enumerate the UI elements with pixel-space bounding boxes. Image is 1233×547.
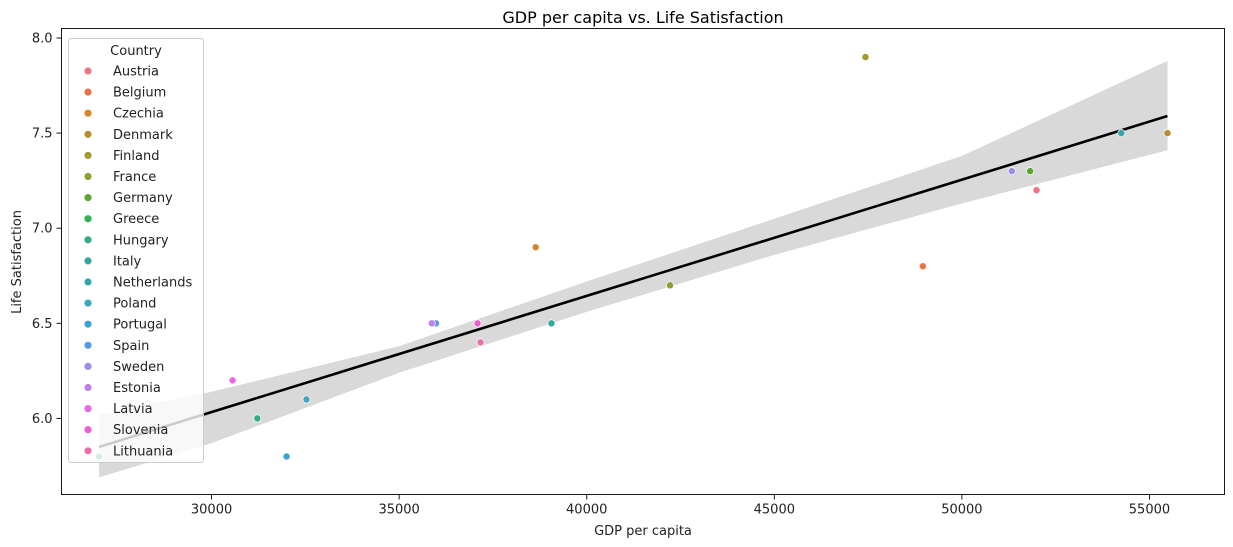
data-point [302,395,311,404]
legend-marker [84,426,92,434]
legend-label: Austria [113,65,159,80]
legend-label: Sweden [113,360,164,375]
x-axis-ticks: 30000 35000 40000 45000 50000 55000 [191,494,1170,518]
legend-marker [84,362,92,370]
legend-frame [68,38,204,463]
y-tick-label: 6.5 [32,317,53,332]
data-point [1163,129,1172,138]
legend-label: France [113,170,156,185]
legend-label: Lithuania [113,444,173,459]
legend-label: Finland [113,149,159,164]
legend-label: Italy [113,254,142,269]
x-tick-label: 30000 [191,503,232,518]
legend-marker [84,88,92,96]
legend-label: Latvia [113,402,153,417]
legend-marker [84,151,92,159]
data-point [473,319,482,328]
legend-marker [84,405,92,413]
legend-marker [84,278,92,286]
data-point [282,452,291,461]
x-tick-label: 40000 [566,503,607,518]
legend-marker [84,299,92,307]
legend-marker [84,320,92,328]
y-tick-label: 7.0 [32,222,53,237]
x-tick-label: 50000 [941,503,982,518]
legend-label: Czechia [113,107,164,122]
legend-title: Country [110,44,162,59]
confidence-band-layer [99,60,1168,478]
legend-marker [84,194,92,202]
data-point [666,281,674,290]
legend-marker [84,236,92,244]
legend-marker [84,257,92,265]
data-point [476,338,485,347]
y-tick-label: 8.0 [32,32,53,47]
legend-label: Denmark [113,128,173,143]
data-point [531,243,540,252]
data-point [861,53,870,61]
data-point [1032,186,1041,195]
legend-marker [84,215,92,223]
chart-title: GDP per capita vs. Life Satisfaction [502,8,783,27]
legend-label: Estonia [113,381,161,396]
legend-marker [84,172,92,181]
data-point [1007,167,1016,176]
y-axis-title: Life Satisfaction [10,210,25,314]
y-tick-label: 7.5 [32,127,53,142]
legend-marker [84,341,92,349]
data-point [427,319,436,328]
x-tick-label: 55000 [1129,503,1170,518]
legend-marker [84,67,92,75]
plot-frame [61,28,1225,495]
legend-label: Spain [113,339,149,354]
legend-entries: Austria Belgium Czechia Denmark Finland Franc… [84,65,192,459]
data-point [1117,129,1126,138]
x-axis-title: GDP per capita [594,524,692,539]
legend-label: Slovenia [113,423,168,438]
legend-label: Poland [113,297,156,312]
legend: Country Austria Belgium Czechia Denmark Finl… [68,38,204,463]
legend-label: Portugal [113,318,167,333]
legend-label: Netherlands [113,276,192,291]
legend-marker [84,130,92,138]
legend-marker [84,447,92,455]
legend-marker [84,383,92,392]
y-axis-ticks: 6.0 6.5 7.0 7.5 8.0 [32,32,62,427]
data-point [547,319,556,328]
y-tick-label: 6.0 [32,412,53,427]
x-tick-label: 45000 [754,503,795,518]
data-point [228,376,237,385]
regression-line [98,114,1168,449]
data-point [918,262,927,271]
legend-label: Greece [113,212,159,227]
legend-label: Belgium [113,86,166,101]
legend-label: Hungary [113,233,169,248]
confidence-band [99,60,1168,478]
data-point [1026,167,1035,176]
x-tick-label: 35000 [378,503,419,518]
legend-label: Germany [113,191,173,206]
regression-line-layer [98,114,1168,449]
legend-marker [84,109,92,117]
data-point [253,414,262,423]
